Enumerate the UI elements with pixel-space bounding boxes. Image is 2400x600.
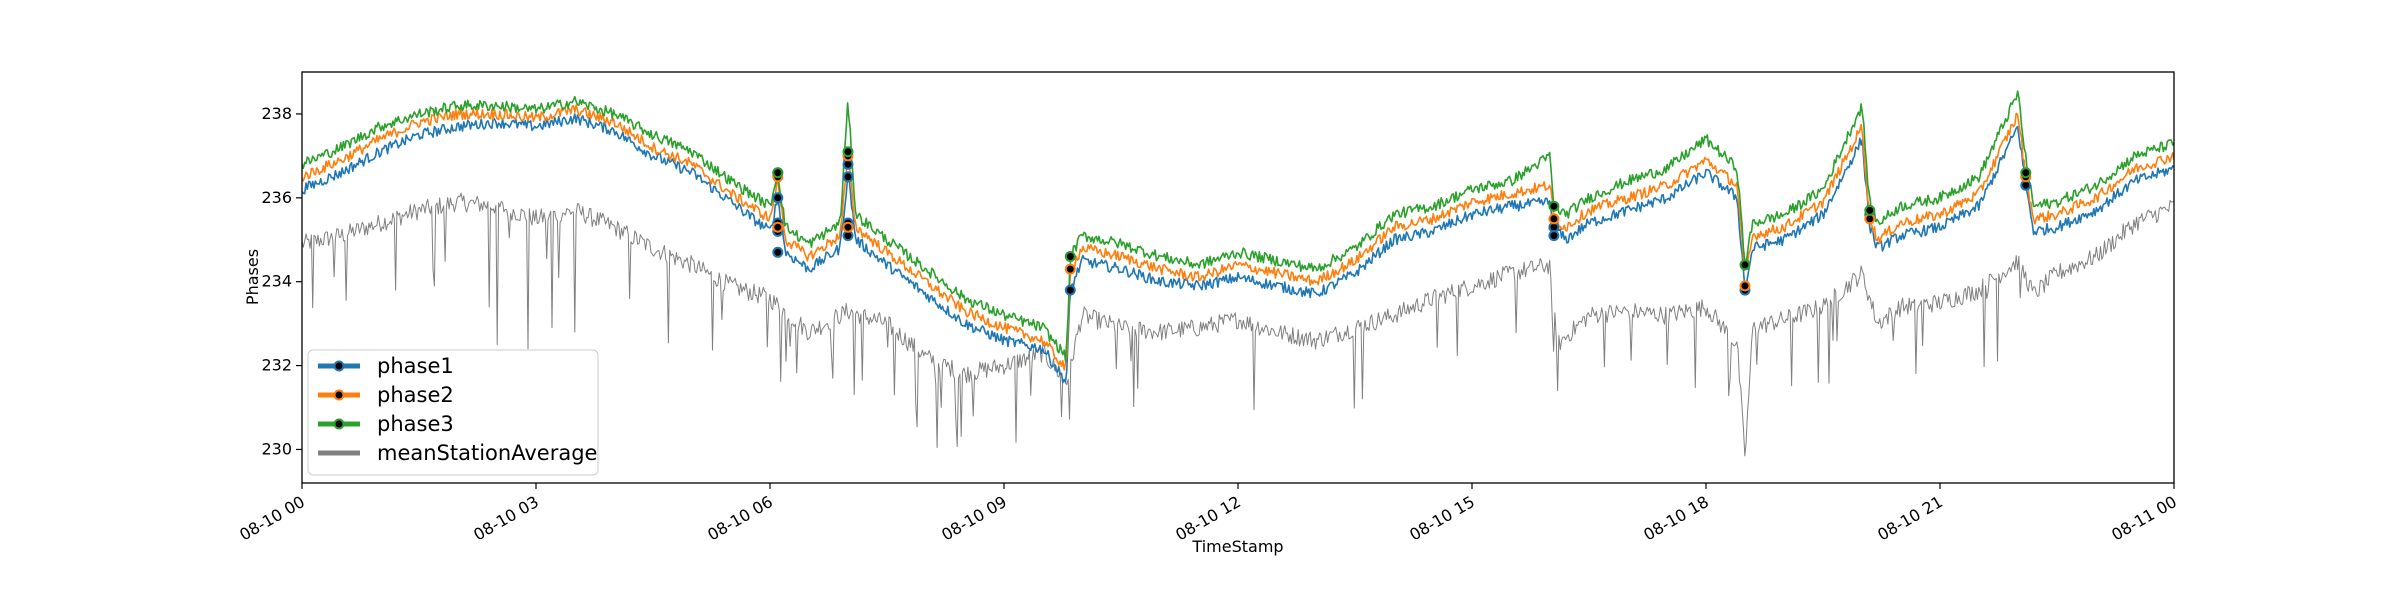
y-tick-label: 234 xyxy=(261,272,292,291)
series-marker-phase1-1 xyxy=(772,192,784,204)
legend-frame xyxy=(307,349,599,476)
y-tick-label: 230 xyxy=(261,439,292,458)
series-marker-phase1-4 xyxy=(772,246,784,258)
x-tick-label: 08-10 06 xyxy=(704,492,776,544)
series-marker-phase1-6 xyxy=(842,171,854,183)
x-tick-label: 08-11 00 xyxy=(2108,492,2180,544)
legend-marker-phase2 xyxy=(333,389,345,401)
legend-label-phase3: phase3 xyxy=(377,412,454,436)
legend-label-phase1: phase1 xyxy=(377,354,454,378)
series-line-phase3 xyxy=(302,90,2174,362)
series-marker-phase2-4 xyxy=(1064,263,1076,275)
series-marker-phase3-2 xyxy=(1064,251,1076,262)
y-tick-label: 232 xyxy=(261,356,292,375)
series-marker-phase2-6 xyxy=(1739,280,1751,292)
series-marker-phase3-4 xyxy=(1739,259,1751,271)
x-tick-label: 08-10 00 xyxy=(236,492,308,544)
y-tick-label: 236 xyxy=(261,188,292,207)
marker-layer xyxy=(772,146,2032,296)
series-marker-phase2-3 xyxy=(842,221,854,233)
y-axis-label: Phases xyxy=(243,249,262,305)
legend-label-meanStationAverage: meanStationAverage xyxy=(377,441,597,465)
legend: phase1 phase2 phase3 meanStationAverage xyxy=(307,349,599,476)
series-marker-phase3-6 xyxy=(2020,167,2032,179)
series-marker-phase3-1 xyxy=(842,146,854,158)
series-marker-phase3-0 xyxy=(772,167,784,179)
series-marker-phase1-9 xyxy=(1064,284,1076,296)
series-marker-phase1-11 xyxy=(1548,230,1560,242)
series-line-phase2 xyxy=(302,104,2174,371)
x-tick-label: 08-10 21 xyxy=(1874,492,1946,544)
y-axis-ticks: 230 232 234 236 238 xyxy=(261,104,302,458)
x-tick-label: 08-10 18 xyxy=(1640,492,1712,544)
legend-marker-phase3 xyxy=(333,418,345,430)
series-marker-phase2-1 xyxy=(772,221,784,233)
x-axis-label: TimeStamp xyxy=(1191,537,1283,556)
series-line-meanStationAverage xyxy=(302,192,2174,457)
y-tick-label: 238 xyxy=(261,104,292,123)
series-marker-phase2-5 xyxy=(1548,213,1560,225)
x-tick-label: 08-10 15 xyxy=(1406,492,1478,544)
x-axis-ticks: 08-10 00 08-10 03 08-10 06 08-10 09 08-10 12… xyxy=(236,483,2180,544)
x-tick-label: 08-10 03 xyxy=(470,492,542,544)
x-tick-label: 08-10 09 xyxy=(938,492,1010,544)
legend-label-phase2: phase2 xyxy=(377,383,454,407)
series-line-phase1 xyxy=(302,113,2174,384)
series-marker-phase3-3 xyxy=(1548,200,1560,212)
series-marker-phase3-5 xyxy=(1864,204,1876,216)
series-layer xyxy=(302,90,2174,457)
legend-marker-phase1 xyxy=(333,360,345,372)
